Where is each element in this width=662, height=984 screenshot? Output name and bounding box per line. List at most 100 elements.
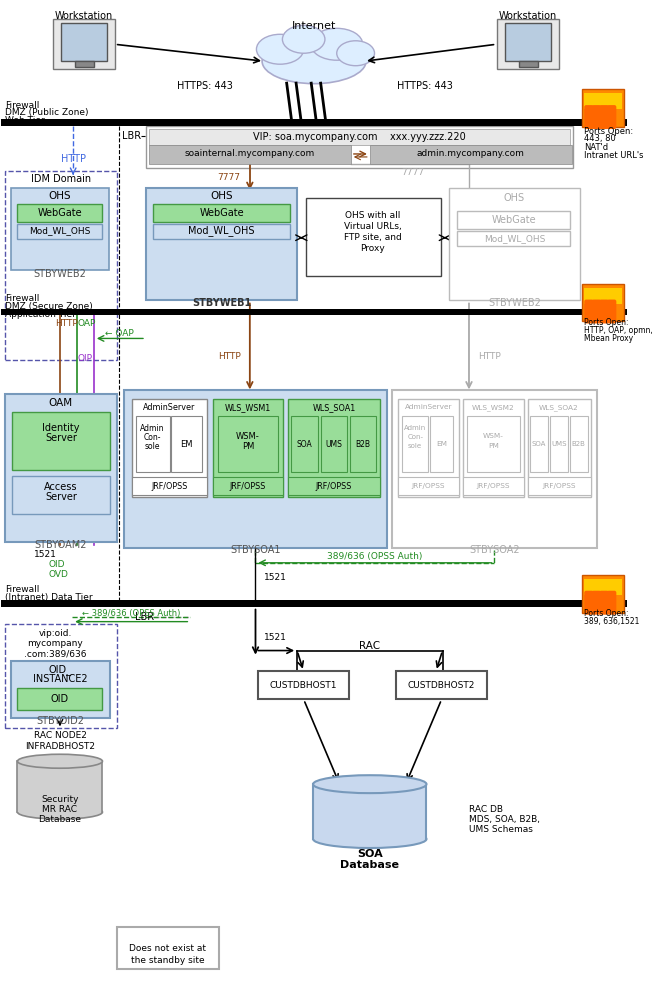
- Text: Internet: Internet: [292, 22, 336, 31]
- FancyBboxPatch shape: [457, 230, 570, 246]
- Text: JRF/OPSS: JRF/OPSS: [477, 483, 510, 489]
- FancyBboxPatch shape: [61, 24, 107, 61]
- Text: FW1: FW1: [594, 293, 616, 303]
- FancyBboxPatch shape: [497, 20, 559, 69]
- Text: OAP: OAP: [78, 319, 96, 328]
- Text: sole: sole: [145, 442, 160, 451]
- Text: Firewall: Firewall: [5, 585, 40, 594]
- Text: LBR: LBR: [122, 131, 141, 141]
- Text: 1521: 1521: [264, 574, 287, 583]
- Text: 1521: 1521: [264, 633, 287, 643]
- FancyBboxPatch shape: [136, 416, 169, 472]
- FancyBboxPatch shape: [607, 105, 616, 129]
- FancyBboxPatch shape: [449, 188, 579, 299]
- FancyBboxPatch shape: [457, 211, 570, 228]
- FancyBboxPatch shape: [463, 400, 524, 497]
- Text: CUSTDBHOST1: CUSTDBHOST1: [270, 681, 338, 690]
- FancyBboxPatch shape: [519, 61, 538, 67]
- FancyBboxPatch shape: [463, 477, 524, 495]
- Text: HTTP, OAP, opmn,: HTTP, OAP, opmn,: [585, 326, 653, 335]
- Text: WLS_WSM2: WLS_WSM2: [472, 403, 515, 410]
- FancyBboxPatch shape: [124, 391, 387, 548]
- Text: SOA: SOA: [297, 440, 312, 449]
- FancyBboxPatch shape: [592, 299, 601, 324]
- FancyBboxPatch shape: [599, 299, 609, 324]
- Text: HTTP: HTTP: [218, 352, 240, 361]
- Text: Con-: Con-: [407, 434, 423, 440]
- Text: STBYWEB1: STBYWEB1: [192, 297, 251, 308]
- Text: HTTPS: 443: HTTPS: 443: [397, 81, 453, 92]
- Text: AdminServer: AdminServer: [144, 402, 196, 411]
- Text: INFRADBHOST2: INFRADBHOST2: [25, 742, 95, 751]
- Text: Database: Database: [340, 860, 399, 870]
- Text: Con-: Con-: [144, 433, 162, 442]
- Text: RAC: RAC: [359, 641, 381, 650]
- FancyBboxPatch shape: [592, 105, 601, 129]
- Text: JRF/OPSS: JRF/OPSS: [230, 481, 266, 490]
- Text: OHS: OHS: [210, 191, 233, 201]
- Text: FTP site, and: FTP site, and: [344, 233, 402, 242]
- FancyBboxPatch shape: [1, 599, 627, 607]
- Text: Firewall: Firewall: [5, 294, 40, 303]
- Text: sole: sole: [408, 443, 422, 449]
- Text: OHS: OHS: [48, 191, 71, 201]
- Text: OID: OID: [48, 560, 65, 570]
- Text: JRF/OPSS: JRF/OPSS: [542, 483, 575, 489]
- Text: Mod_WL_OHS: Mod_WL_OHS: [484, 234, 545, 243]
- FancyBboxPatch shape: [583, 575, 624, 613]
- Text: WSM-: WSM-: [236, 432, 260, 441]
- FancyBboxPatch shape: [149, 145, 351, 164]
- Text: Database: Database: [38, 815, 81, 824]
- Text: 1521: 1521: [34, 550, 56, 559]
- Text: Mod_WL_OHS: Mod_WL_OHS: [29, 226, 91, 235]
- Text: UMS Schemas: UMS Schemas: [469, 825, 533, 833]
- Text: 7777: 7777: [217, 173, 240, 182]
- Text: 389, 636,1521: 389, 636,1521: [585, 617, 639, 626]
- FancyBboxPatch shape: [467, 416, 520, 472]
- Text: soainternal.mycompany.com: soainternal.mycompany.com: [185, 150, 315, 158]
- Text: Identity: Identity: [42, 423, 79, 433]
- Text: 7777: 7777: [401, 168, 424, 177]
- FancyBboxPatch shape: [291, 416, 318, 472]
- Text: STBYOAM2: STBYOAM2: [34, 540, 87, 550]
- Text: UMS: UMS: [326, 440, 342, 449]
- Text: UMS: UMS: [551, 441, 567, 447]
- Ellipse shape: [17, 805, 103, 819]
- Text: SOA: SOA: [357, 849, 383, 859]
- FancyBboxPatch shape: [402, 416, 428, 472]
- Text: EM: EM: [436, 441, 447, 447]
- Text: WebGate: WebGate: [38, 208, 82, 217]
- FancyBboxPatch shape: [585, 93, 622, 109]
- Text: STBYSOA2: STBYSOA2: [469, 545, 520, 555]
- FancyBboxPatch shape: [585, 579, 622, 594]
- FancyBboxPatch shape: [585, 287, 622, 303]
- FancyBboxPatch shape: [398, 400, 459, 497]
- FancyBboxPatch shape: [1, 119, 627, 126]
- Text: mycompany: mycompany: [27, 639, 83, 648]
- Text: Application Tier: Application Tier: [5, 310, 76, 319]
- Text: B2B: B2B: [355, 440, 371, 449]
- FancyBboxPatch shape: [5, 624, 117, 728]
- FancyBboxPatch shape: [132, 400, 207, 497]
- Text: PM: PM: [242, 442, 254, 451]
- Text: STBYOID2: STBYOID2: [36, 716, 84, 726]
- Text: Ports Open:: Ports Open:: [585, 609, 629, 618]
- FancyBboxPatch shape: [320, 416, 347, 472]
- Ellipse shape: [17, 755, 103, 769]
- FancyBboxPatch shape: [213, 400, 283, 497]
- Text: HTTPS: 443: HTTPS: 443: [177, 81, 232, 92]
- Text: HTTP: HTTP: [55, 319, 78, 328]
- FancyBboxPatch shape: [550, 416, 568, 472]
- Ellipse shape: [313, 830, 426, 848]
- FancyBboxPatch shape: [528, 400, 591, 497]
- FancyBboxPatch shape: [350, 416, 377, 472]
- FancyBboxPatch shape: [171, 416, 202, 472]
- Text: Ports Open:: Ports Open:: [585, 127, 634, 136]
- FancyBboxPatch shape: [505, 24, 551, 61]
- Text: Proxy: Proxy: [360, 244, 385, 253]
- Text: Web Tier: Web Tier: [5, 115, 45, 125]
- Text: WSM-: WSM-: [483, 433, 504, 439]
- FancyBboxPatch shape: [218, 416, 278, 472]
- Text: OID_: OID_: [48, 664, 71, 675]
- Ellipse shape: [310, 29, 363, 60]
